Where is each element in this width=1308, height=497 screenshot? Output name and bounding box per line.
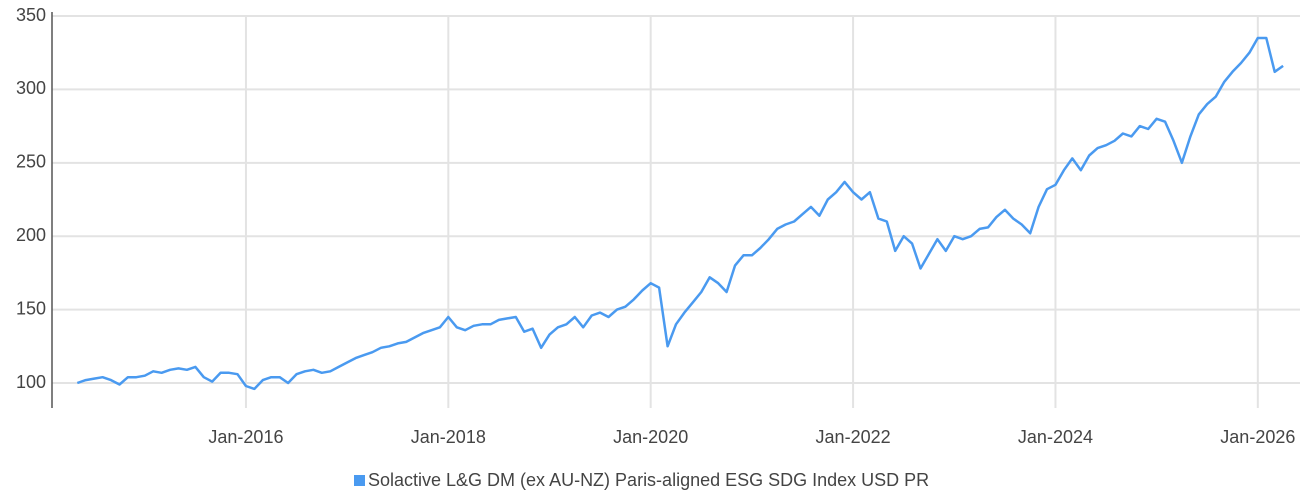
x-tick-label: Jan-2022 bbox=[816, 427, 891, 447]
y-tick-label: 350 bbox=[16, 5, 46, 25]
x-tick-label: Jan-2020 bbox=[613, 427, 688, 447]
x-tick-label: Jan-2026 bbox=[1220, 427, 1295, 447]
x-tick-label: Jan-2016 bbox=[208, 427, 283, 447]
x-tick-label: Jan-2024 bbox=[1018, 427, 1093, 447]
y-tick-label: 150 bbox=[16, 298, 46, 318]
y-tick-label: 200 bbox=[16, 225, 46, 245]
x-tick-label: Jan-2018 bbox=[411, 427, 486, 447]
legend-label: Solactive L&G DM (ex AU-NZ) Paris-aligne… bbox=[368, 470, 929, 490]
y-tick-label: 300 bbox=[16, 78, 46, 98]
y-tick-label: 100 bbox=[16, 372, 46, 392]
legend-swatch bbox=[354, 475, 365, 486]
y-tick-label: 250 bbox=[16, 152, 46, 172]
data-line bbox=[76, 36, 1284, 391]
